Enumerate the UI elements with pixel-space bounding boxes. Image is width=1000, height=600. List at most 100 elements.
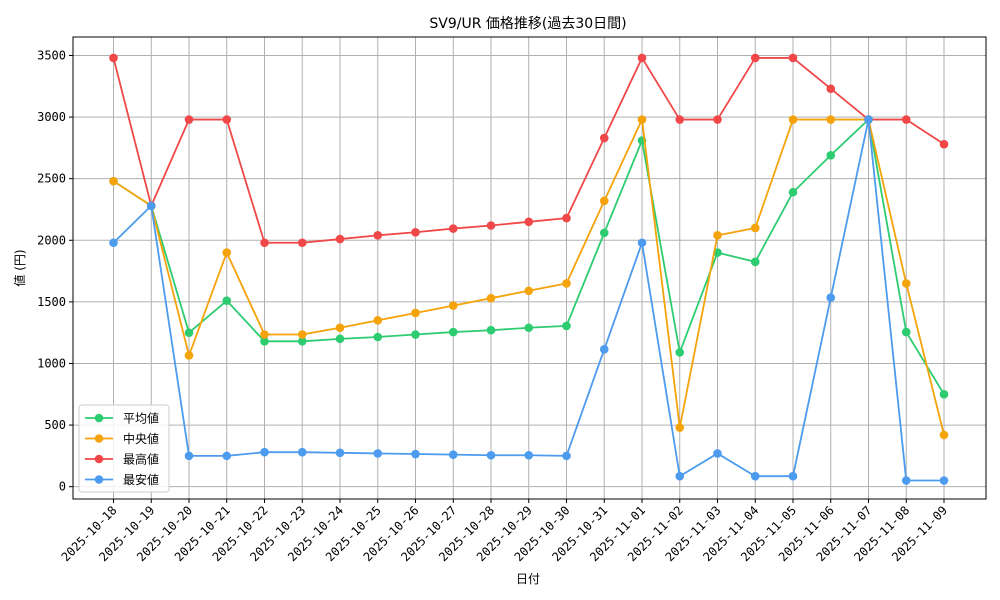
data-point — [864, 115, 873, 124]
data-point — [524, 286, 534, 296]
y-tick-label: 3000 — [37, 110, 66, 124]
data-point — [713, 449, 722, 458]
data-point — [260, 447, 269, 457]
x-axis-title: 日付 — [516, 572, 540, 586]
data-point — [373, 231, 383, 240]
data-point — [222, 115, 232, 124]
data-point — [901, 476, 911, 485]
legend-label: 平均値 — [123, 411, 159, 426]
data-point — [184, 451, 194, 461]
data-point — [675, 348, 685, 357]
data-point — [524, 217, 534, 227]
data-point — [599, 133, 609, 143]
data-point — [750, 223, 760, 233]
data-point — [675, 471, 685, 481]
data-point — [184, 115, 194, 124]
data-point — [109, 238, 118, 248]
data-point — [411, 449, 420, 459]
data-point — [373, 332, 383, 342]
data-point — [637, 53, 647, 63]
data-point — [411, 330, 420, 339]
data-point — [901, 115, 911, 124]
data-point — [562, 321, 571, 331]
data-point — [486, 450, 496, 460]
data-point — [373, 449, 383, 458]
data-point — [562, 213, 571, 223]
data-point — [826, 150, 836, 160]
data-point — [788, 115, 798, 124]
legend-swatch-marker — [94, 475, 104, 484]
data-point — [411, 227, 420, 237]
y-tick-label: 500 — [44, 418, 66, 432]
y-axis: 0 500 1000 1500 2000 2500 3000 3500 — [37, 48, 73, 494]
data-point — [184, 328, 194, 337]
data-point — [448, 327, 458, 337]
data-point — [788, 53, 798, 63]
data-point — [146, 201, 156, 211]
data-point — [260, 238, 269, 248]
y-tick-label: 2500 — [37, 172, 66, 186]
legend-label: 最高値 — [123, 452, 159, 467]
data-point — [826, 293, 836, 302]
data-point — [562, 451, 571, 461]
data-point — [750, 53, 760, 63]
data-point — [486, 293, 496, 303]
data-point — [826, 115, 836, 124]
data-point — [109, 53, 118, 63]
data-point — [297, 337, 307, 346]
y-tick-label: 1500 — [37, 295, 66, 309]
data-point — [260, 337, 269, 346]
data-point — [713, 115, 722, 124]
data-point — [599, 196, 609, 206]
data-point — [184, 351, 194, 360]
data-point — [109, 176, 118, 186]
data-point — [486, 325, 496, 335]
data-point — [524, 450, 534, 460]
data-point — [939, 139, 949, 149]
y-tick-label: 0 — [59, 480, 66, 494]
data-point — [675, 115, 685, 124]
data-point — [411, 308, 420, 318]
data-point — [637, 238, 647, 248]
grid — [73, 37, 986, 499]
data-point — [939, 389, 949, 399]
series-layer — [109, 53, 949, 485]
y-tick-label: 3500 — [37, 48, 66, 62]
data-point — [297, 447, 307, 457]
data-point — [448, 224, 458, 233]
data-point — [222, 296, 232, 305]
chart-title: SV9/UR 価格推移(過去30日間) — [429, 16, 626, 32]
legend-swatch-marker — [94, 454, 104, 464]
data-point — [675, 423, 685, 432]
data-point — [448, 301, 458, 310]
data-point — [788, 187, 798, 197]
data-point — [939, 476, 949, 485]
data-point — [826, 84, 836, 94]
legend-label: 中央値 — [123, 431, 159, 446]
series-4 — [109, 115, 949, 485]
legend-label: 最安値 — [123, 472, 159, 487]
data-point — [901, 327, 911, 337]
y-tick-label: 2000 — [37, 233, 66, 247]
data-point — [901, 279, 911, 288]
data-point — [788, 471, 798, 481]
data-point — [562, 279, 571, 288]
y-axis-title: 値 (円) — [12, 249, 27, 286]
data-point — [222, 451, 232, 461]
legend-swatch-marker — [94, 434, 104, 443]
data-point — [335, 234, 345, 244]
data-point — [486, 221, 496, 230]
data-point — [599, 228, 609, 238]
data-point — [260, 330, 269, 339]
data-point — [297, 238, 307, 248]
data-point — [335, 323, 345, 333]
data-point — [637, 115, 647, 124]
data-point — [222, 248, 232, 257]
data-point — [750, 471, 760, 481]
data-point — [939, 430, 949, 440]
data-point — [373, 316, 383, 325]
data-point — [335, 448, 345, 458]
